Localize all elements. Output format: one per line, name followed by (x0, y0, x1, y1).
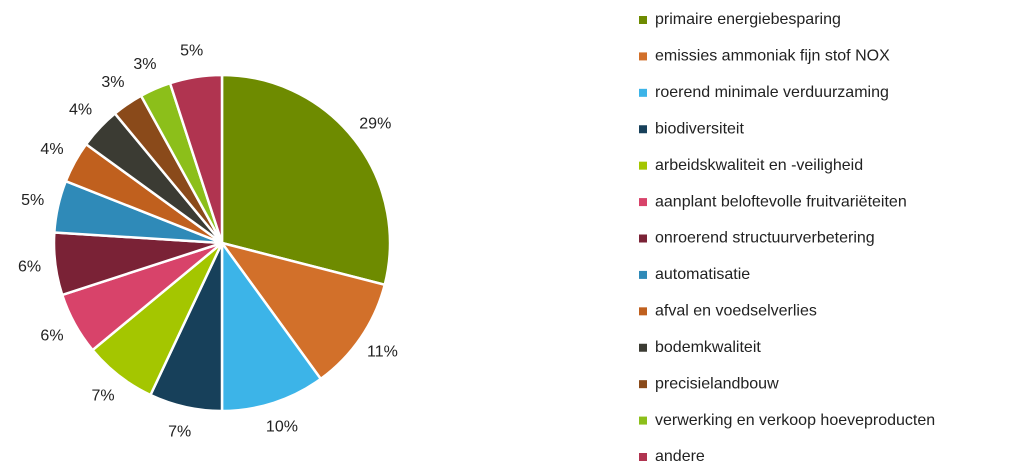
legend-label: biodiversiteit (655, 120, 744, 137)
legend-label: onroerend structuurverbetering (655, 230, 875, 247)
legend-label: andere (655, 448, 705, 465)
legend-swatch (639, 416, 647, 425)
legend-label: roerend minimale verduurzaming (655, 84, 889, 101)
pie-slice (168, 73, 224, 244)
data-label: 6% (18, 259, 41, 276)
data-label: 11% (367, 343, 398, 360)
data-label: 3% (133, 56, 156, 73)
legend-swatch (639, 16, 647, 24)
data-label: 6% (40, 328, 63, 345)
data-label: 7% (168, 424, 191, 441)
data-label: 29% (359, 115, 391, 132)
pie-slice (220, 73, 392, 287)
legend-label: aanplant beloftevolle fruitvariëteiten (655, 193, 907, 210)
legend-swatch (639, 343, 647, 352)
legend-swatch (639, 125, 647, 134)
legend-label: precisielandbouw (655, 375, 779, 392)
legend-label: primaire energiebesparing (655, 11, 841, 28)
pie-slice (220, 239, 323, 413)
legend-swatch (639, 52, 647, 61)
legend-swatch (639, 453, 647, 461)
data-label: 5% (21, 192, 44, 209)
legend-label: emissies ammoniak fijn stof NOX (655, 48, 890, 65)
legend-swatch (639, 307, 647, 316)
pie-slice (218, 240, 387, 381)
legend-swatch (639, 198, 647, 207)
legend-swatch (639, 270, 647, 279)
legend-swatch (639, 380, 647, 389)
legend-label: bodemkwaliteit (655, 339, 761, 356)
legend-label: verwerking en verkoop hoeveproducten (655, 412, 935, 429)
data-label: 4% (40, 141, 63, 158)
data-label: 10% (266, 419, 298, 436)
legend-label: afval en voedselverlies (655, 303, 817, 320)
legend-label: arbeidskwaliteit en -veiligheid (655, 157, 863, 174)
data-label: 7% (92, 388, 115, 405)
legend-swatch (639, 234, 647, 243)
legend-label: automatisatie (655, 266, 750, 283)
data-label: 4% (69, 101, 92, 118)
legend-swatch (639, 88, 647, 97)
legend-swatch (639, 161, 647, 170)
data-label: 5% (180, 43, 203, 60)
data-label: 3% (101, 74, 124, 91)
